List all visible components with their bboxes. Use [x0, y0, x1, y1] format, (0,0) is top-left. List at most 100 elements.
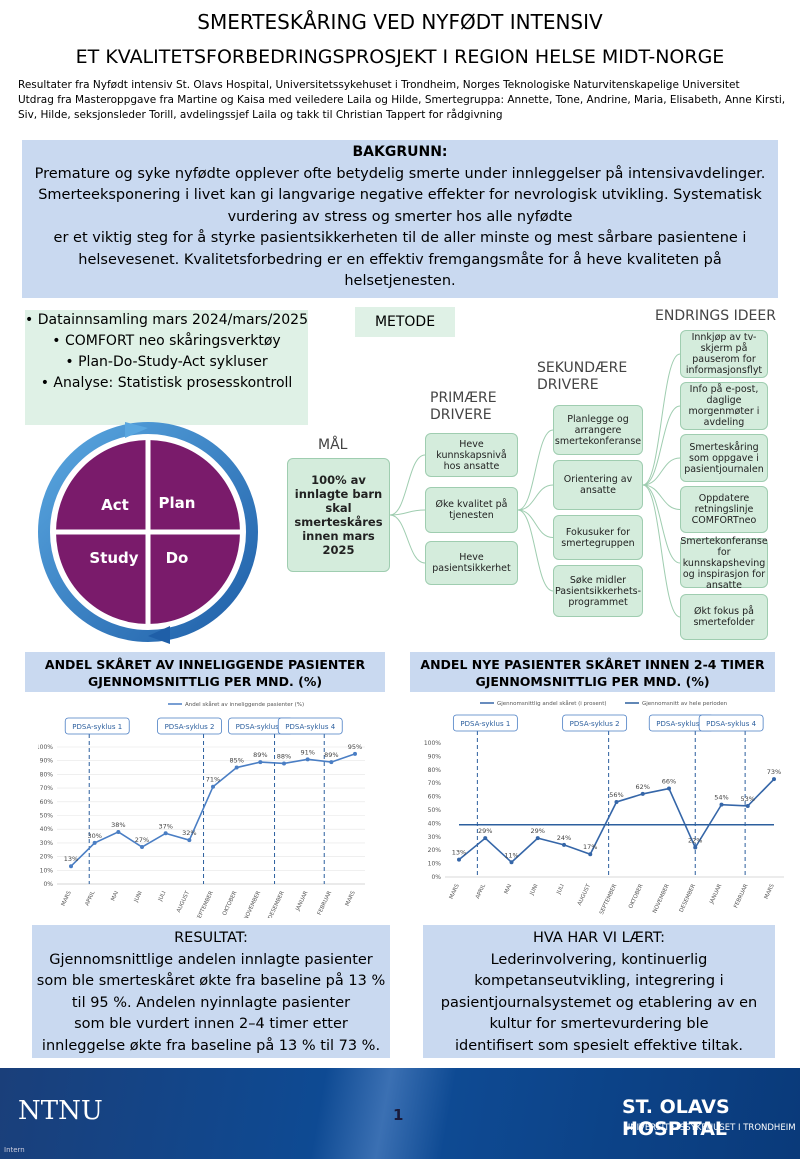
- y-tick-label: 40%: [40, 826, 54, 833]
- driver-box: Økt fokus på smertefolder: [680, 594, 768, 640]
- cycle-label: PDSA-syklus 1: [460, 720, 510, 728]
- cycle-label: PDSA-syklus 2: [570, 720, 620, 728]
- cycle-label: PDSA-syklus 3: [236, 723, 286, 731]
- connector: [642, 405, 681, 486]
- data-point: [258, 760, 263, 765]
- x-tick-label: JUNI: [133, 890, 144, 904]
- cycle-label: PDSA-syklus 4: [285, 723, 335, 731]
- x-tick-label: MARS: [764, 883, 776, 900]
- data-point: [234, 765, 239, 770]
- results-box: RESULTAT: Gjennomsnittlige andelen innla…: [32, 925, 390, 1058]
- method-bullet: • Datainnsamling mars 2024/mars/2025: [25, 312, 308, 328]
- cycle-box: [562, 714, 628, 732]
- results-text: innleggelse økte fra baseline på 13 % ti…: [41, 1037, 381, 1054]
- results-title: RESULTAT:: [174, 930, 248, 946]
- data-label: 95%: [348, 743, 362, 751]
- legend-label: Gjennomsnittlig andel skåret (i prosent): [497, 700, 607, 707]
- column-title: ENDRINGS IDEER: [655, 308, 776, 324]
- driver-box: Oppdatere retningslinje COMFORTneo: [680, 486, 768, 533]
- driver-box: Heve pasientsikkerhet: [425, 541, 518, 585]
- arrow: [148, 626, 170, 644]
- column-title: PRIMÆRE DRIVERE: [430, 390, 497, 423]
- x-tick-label: FEBRUAR: [733, 883, 749, 909]
- data-label: 62%: [636, 783, 650, 791]
- data-label: 89%: [324, 751, 338, 759]
- connector: [389, 514, 426, 564]
- hospital-name: ST. OLAVS HOSPITAL: [622, 1096, 730, 1140]
- x-tick-label: SEPTEMBER: [195, 890, 214, 918]
- results-text: til 95 %. Andelen nyinnlagte pasienter: [71, 994, 351, 1011]
- cycle-box: [452, 714, 518, 732]
- data-label: 29%: [531, 827, 545, 835]
- connector: [642, 484, 681, 618]
- column-title: SEKUNDÆRE DRIVERE: [537, 360, 628, 393]
- results-text: som ble vurdert innen 2–4 timer etter: [74, 1016, 348, 1032]
- data-point: [140, 845, 144, 850]
- pdsa-label: Act: [101, 496, 129, 514]
- driver-box: Fokusuker for smertegruppen: [553, 515, 643, 560]
- data-point: [535, 836, 540, 841]
- x-tick-label: OKTOBER: [628, 883, 645, 910]
- connector: [642, 353, 681, 486]
- learned-text: pasientjournalsystemet og etablering av …: [440, 994, 758, 1011]
- background-text: Premature og syke nyfødte opplever ofte …: [34, 165, 766, 182]
- y-tick-label: 30%: [428, 834, 442, 841]
- y-tick-label: 90%: [428, 753, 442, 760]
- data-point: [69, 864, 73, 869]
- method-box: • Datainnsamling mars 2024/mars/2025 • C…: [25, 310, 308, 425]
- x-tick-label: NOVEMBER: [243, 890, 262, 918]
- data-label: 30%: [87, 832, 101, 840]
- x-tick-label: NOVEMBER: [652, 883, 671, 914]
- data-label: 54%: [714, 794, 728, 802]
- data-point: [211, 784, 215, 789]
- legend-label: Andel skåret av inneliggende pasienter (…: [185, 701, 304, 708]
- data-point: [667, 786, 671, 791]
- driver-box: Orientering av ansatte: [553, 460, 643, 510]
- y-tick-label: 80%: [40, 771, 54, 778]
- page-number: 1: [393, 1106, 404, 1124]
- background-title: BAKGRUNN:: [352, 144, 448, 160]
- learned-text: identifisert som spesielt effektive tilt…: [455, 1037, 743, 1054]
- y-tick-label: 30%: [40, 840, 54, 847]
- y-tick-label: 50%: [40, 813, 54, 820]
- pdsa-label: Do: [166, 549, 189, 567]
- method-bullet: • Plan-Do-Study-Act sykluser: [65, 354, 268, 370]
- cycle-box: [157, 717, 222, 735]
- learned-title: HVA HAR VI LÆRT:: [532, 930, 666, 946]
- x-tick-label: MAI: [110, 890, 120, 902]
- driver-box: Smerteskåring som oppgave i pasientjourn…: [680, 434, 768, 482]
- connector: [517, 509, 554, 592]
- cycle-box: [277, 717, 343, 735]
- data-label: 91%: [300, 748, 314, 756]
- subtitle: ET KVALITETSFORBEDRINGSPROSJEKT I REGION…: [75, 46, 725, 68]
- connector: [389, 454, 426, 516]
- background-box: BAKGRUNN: Premature og syke nyfødte oppl…: [22, 140, 778, 298]
- data-point: [457, 857, 461, 862]
- bullet-text: Plan-Do-Study-Act sykluser: [78, 354, 268, 370]
- y-tick-label: 70%: [428, 780, 442, 787]
- x-tick-label: MAI: [504, 883, 514, 895]
- driver-box: Info på e-post, daglige morgenmøter i av…: [680, 382, 768, 430]
- chart: 0% 10% 20% 30% 40% 50% 60% 70% 80% 90% 100% MARS APR…: [424, 700, 784, 916]
- data-label: 13%: [64, 855, 78, 863]
- cycle-label: PDSA-syklus 4: [706, 720, 756, 728]
- y-tick-label: 20%: [428, 847, 442, 854]
- y-tick-label: 80%: [428, 767, 442, 774]
- learned-text: kompetanseutvikling, integrering i: [474, 973, 724, 989]
- data-label: 56%: [609, 791, 623, 799]
- connector: [517, 429, 554, 511]
- y-tick-label: 60%: [428, 794, 442, 801]
- data-label: 22%: [688, 837, 702, 845]
- data-label: 29%: [478, 827, 492, 835]
- data-point: [329, 760, 334, 765]
- data-point: [562, 842, 566, 847]
- data-label: 71%: [206, 776, 220, 784]
- driver-box: Planlegge og arrangere smertekonferanse: [553, 405, 643, 455]
- data-point: [640, 791, 645, 796]
- bullet-text: COMFORT neo skåringsverktøy: [65, 333, 281, 349]
- data-label: 38%: [111, 821, 125, 829]
- data-point: [772, 777, 776, 782]
- pdsa-cycle: Act Plan Study Do: [38, 422, 258, 644]
- data-point: [588, 852, 593, 857]
- x-tick-label: FEBRUAR: [317, 890, 333, 916]
